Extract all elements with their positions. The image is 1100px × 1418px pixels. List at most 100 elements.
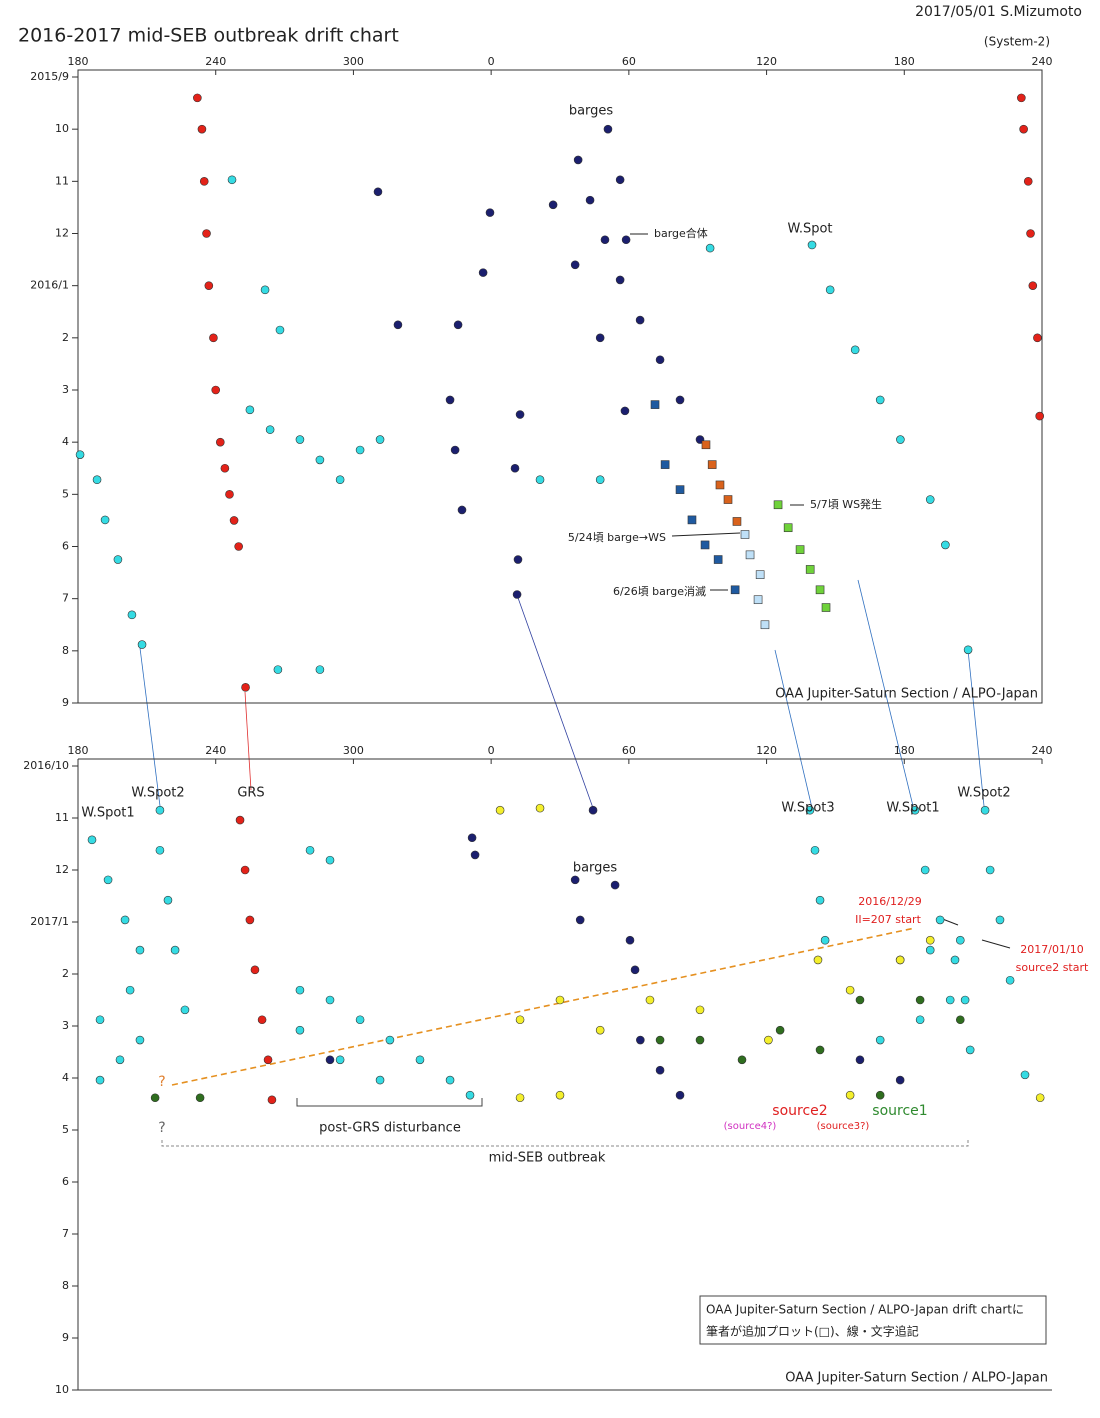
point bbox=[650, 400, 660, 409]
point bbox=[764, 1035, 773, 1045]
point bbox=[636, 1035, 645, 1045]
note-box bbox=[699, 1295, 1047, 1345]
point bbox=[615, 275, 625, 285]
point bbox=[275, 325, 285, 335]
point bbox=[655, 355, 665, 365]
point bbox=[595, 1025, 605, 1035]
point bbox=[245, 405, 255, 415]
annotation: II=207 start bbox=[855, 913, 922, 926]
point bbox=[115, 1055, 125, 1065]
point bbox=[100, 515, 110, 525]
point bbox=[585, 195, 595, 205]
point bbox=[1005, 975, 1015, 985]
point bbox=[555, 995, 565, 1005]
point bbox=[325, 995, 335, 1005]
point bbox=[813, 955, 823, 965]
point bbox=[1033, 333, 1042, 343]
point bbox=[373, 187, 383, 197]
point bbox=[783, 523, 793, 533]
annotation: ? bbox=[158, 1074, 165, 1090]
y-tick-label: 6 bbox=[62, 540, 69, 553]
y-tick-label: 3 bbox=[62, 1019, 69, 1032]
point bbox=[95, 1015, 105, 1025]
point bbox=[950, 955, 960, 965]
x-tick-label: 180 bbox=[894, 55, 915, 68]
point bbox=[515, 410, 525, 419]
plot-frame bbox=[77, 69, 1043, 704]
point bbox=[820, 935, 830, 945]
point bbox=[103, 875, 113, 885]
point bbox=[234, 542, 243, 551]
annotation: source1 bbox=[872, 1103, 927, 1119]
point bbox=[963, 645, 973, 655]
trend-line bbox=[171, 927, 916, 1086]
point bbox=[855, 1055, 865, 1065]
point bbox=[573, 155, 583, 165]
point bbox=[945, 995, 955, 1005]
point bbox=[193, 93, 202, 103]
arrow bbox=[671, 532, 741, 537]
y-tick-label: 11 bbox=[55, 174, 69, 187]
x-tick-label: 300 bbox=[343, 744, 364, 757]
y-tick-label: 12 bbox=[55, 863, 69, 876]
point bbox=[450, 445, 460, 455]
y-tick-label: 5 bbox=[62, 487, 69, 500]
point bbox=[815, 895, 825, 905]
y-tick-label: 4 bbox=[62, 1071, 69, 1084]
point bbox=[773, 500, 783, 510]
point bbox=[805, 565, 815, 574]
point bbox=[825, 285, 835, 295]
point bbox=[155, 845, 165, 855]
point bbox=[875, 1035, 885, 1045]
point bbox=[180, 1005, 190, 1015]
point bbox=[955, 1015, 965, 1025]
point bbox=[335, 1055, 345, 1065]
point bbox=[595, 475, 605, 485]
point bbox=[135, 1035, 145, 1045]
point bbox=[535, 803, 545, 813]
point bbox=[470, 850, 480, 860]
y-tick-label: 7 bbox=[62, 1227, 69, 1240]
point bbox=[935, 915, 945, 925]
x-tick-label: 240 bbox=[205, 55, 226, 68]
point bbox=[245, 915, 255, 925]
link-line bbox=[967, 649, 985, 807]
point bbox=[211, 385, 221, 395]
point bbox=[241, 683, 250, 692]
point bbox=[925, 495, 935, 504]
x-tick-label: 0 bbox=[488, 744, 495, 757]
point bbox=[875, 395, 885, 405]
point bbox=[730, 585, 740, 595]
point bbox=[1017, 93, 1026, 103]
point bbox=[216, 437, 225, 447]
annotation: GRS bbox=[237, 786, 264, 801]
annotation: (source3?) bbox=[817, 1121, 870, 1132]
annotation: 5/24頃 barge→WS bbox=[568, 531, 666, 544]
annotation: W.Spot2 bbox=[957, 786, 1010, 801]
point bbox=[610, 880, 620, 890]
y-tick-label: 11 bbox=[55, 811, 69, 824]
point bbox=[295, 1025, 305, 1035]
point bbox=[120, 915, 130, 925]
point bbox=[385, 1035, 395, 1045]
point bbox=[805, 805, 815, 815]
annotation: W.Spot2 bbox=[131, 786, 184, 801]
point bbox=[485, 208, 495, 217]
point bbox=[465, 1090, 475, 1100]
annotation: barge合体 bbox=[654, 226, 708, 240]
point bbox=[113, 555, 123, 564]
point bbox=[621, 235, 631, 245]
point bbox=[845, 985, 855, 995]
point bbox=[635, 315, 645, 325]
point bbox=[920, 865, 930, 875]
point bbox=[705, 243, 715, 253]
point bbox=[204, 281, 214, 290]
point bbox=[695, 1035, 705, 1045]
point bbox=[745, 550, 755, 560]
point bbox=[701, 440, 711, 450]
link-line bbox=[516, 594, 594, 809]
point bbox=[615, 175, 625, 185]
point bbox=[1023, 177, 1033, 186]
link-line bbox=[244, 691, 252, 791]
point bbox=[512, 590, 522, 599]
